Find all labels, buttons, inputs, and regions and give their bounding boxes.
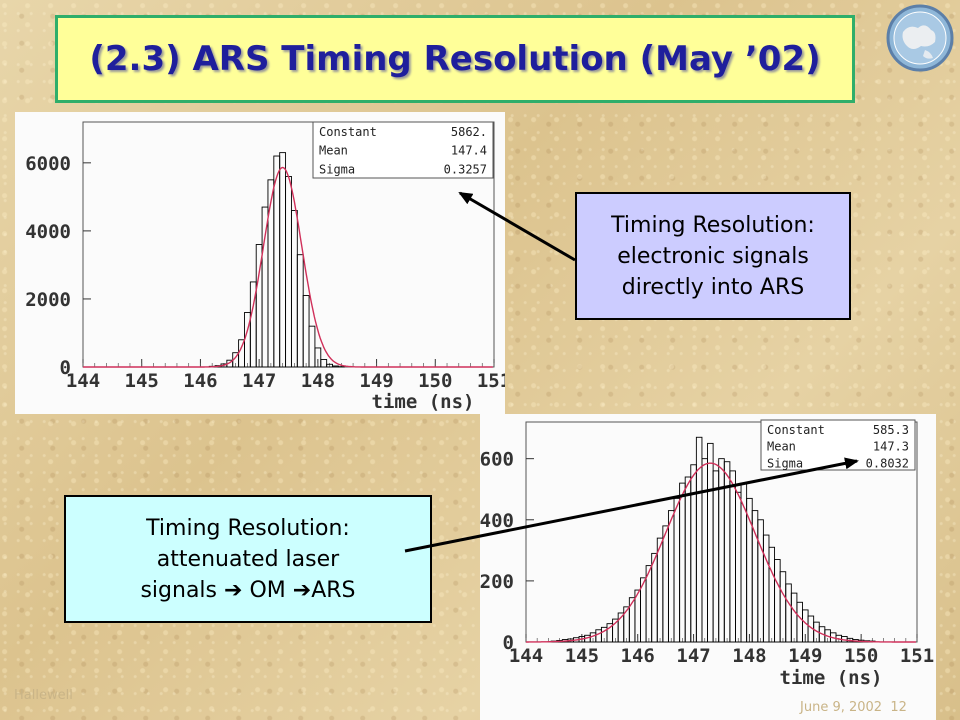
x-axis-label: time (ns) (372, 391, 475, 413)
x-tick-label: 151 (900, 645, 934, 667)
y-tick-label: 4000 (25, 221, 71, 243)
callout-electronic-signals: Timing Resolution: electronic signals di… (575, 192, 851, 320)
stats-value: 5862. (451, 125, 487, 139)
y-tick-label: 200 (480, 571, 514, 593)
plot-panel-bottom: 144 145 146 147 148 149 150 151 0 200 400 600 Consta… (480, 414, 936, 720)
right-arrow-icon: ➔ (292, 577, 312, 603)
x-tick-label: 146 (621, 645, 655, 667)
slide-title: (2.3) ARS Timing Resolution (May ’02) (89, 39, 821, 79)
y-tick-label: 6000 (25, 153, 71, 175)
y-tick-label: 400 (480, 510, 514, 532)
callout-bottom-line3-signals: signals (140, 577, 218, 603)
x-tick-label: 149 (788, 645, 822, 667)
x-tick-label: 145 (565, 645, 599, 667)
x-tick-label: 149 (359, 370, 393, 392)
x-axis-label: time (ns) (780, 667, 883, 689)
histogram-bin (308, 325, 316, 368)
callout-bottom-line2: attenuated laser (156, 546, 340, 572)
page-number: 12 (890, 700, 907, 715)
x-tick-label: 148 (732, 645, 766, 667)
stats-label: Constant (319, 125, 377, 139)
globe-logo-icon (885, 2, 955, 74)
x-tick-label: 144 (509, 645, 543, 667)
footer-author: Hallewell (14, 688, 73, 703)
callout-top-line2: electronic signals (617, 243, 809, 269)
footer-date-text: June 9, 2002 (800, 700, 883, 715)
y-tick-label: 0 (503, 632, 514, 654)
x-tick-label: 147 (242, 370, 276, 392)
x-tick-label: 144 (66, 370, 100, 392)
stats-value: 147.4 (451, 144, 487, 158)
callout-bottom-line3-om: OM (249, 577, 286, 603)
callout-laser-signals: Timing Resolution: attenuated laser sign… (64, 495, 432, 623)
stats-label: Mean (767, 440, 796, 454)
histogram-chart-top: 144 145 146 147 148 149 150 151 0 2000 4000 6000 Con… (25, 121, 505, 413)
footer-date: June 9, 2002 12 (800, 700, 907, 715)
pointer-arrow-bottom (404, 457, 859, 553)
x-tick-label: 145 (125, 370, 159, 392)
x-tick-label: 147 (676, 645, 710, 667)
stats-label: Mean (319, 144, 348, 158)
stats-label: Sigma (767, 456, 803, 470)
pointer-arrow-top (458, 191, 576, 262)
right-arrow-icon: ➔ (224, 577, 243, 603)
stats-box (760, 419, 916, 471)
stats-value: 585.3 (873, 423, 909, 437)
y-tick-label: 600 (480, 449, 514, 471)
y-tick-label: 2000 (25, 289, 71, 311)
y-tick-label: 0 (60, 357, 71, 379)
gaussian-fit-curve (83, 166, 493, 368)
gaussian-fit-curve (526, 462, 916, 643)
stats-value: 0.8032 (866, 456, 909, 470)
callout-bottom-line3: signals ➔ OM ➔ARS (140, 575, 355, 606)
plot-panel-top: 144 145 146 147 148 149 150 151 0 2000 4000 6000 Con… (15, 112, 505, 414)
title-box: (2.3) ARS Timing Resolution (May ’02) (55, 15, 855, 103)
x-tick-label: 148 (301, 370, 335, 392)
x-tick-label: 150 (418, 370, 452, 392)
stats-box (312, 121, 494, 179)
callout-bottom-line3-ars: ARS (311, 577, 356, 603)
stats-label: Constant (767, 423, 825, 437)
x-tick-label: 151 (477, 370, 505, 392)
histogram-bin (314, 347, 322, 368)
callout-top-line1: Timing Resolution: (611, 212, 815, 238)
histogram-bin (320, 359, 328, 368)
x-tick-label: 150 (844, 645, 878, 667)
x-tick-label: 146 (183, 370, 217, 392)
stats-label: Sigma (319, 162, 355, 176)
stats-value: 0.3257 (444, 162, 487, 176)
callout-top-line3: directly into ARS (621, 274, 805, 300)
stats-value: 147.3 (873, 440, 909, 454)
histogram-chart-bottom: 144 145 146 147 148 149 150 151 0 200 400 600 Consta… (480, 419, 934, 689)
callout-bottom-line1: Timing Resolution: (146, 515, 350, 541)
